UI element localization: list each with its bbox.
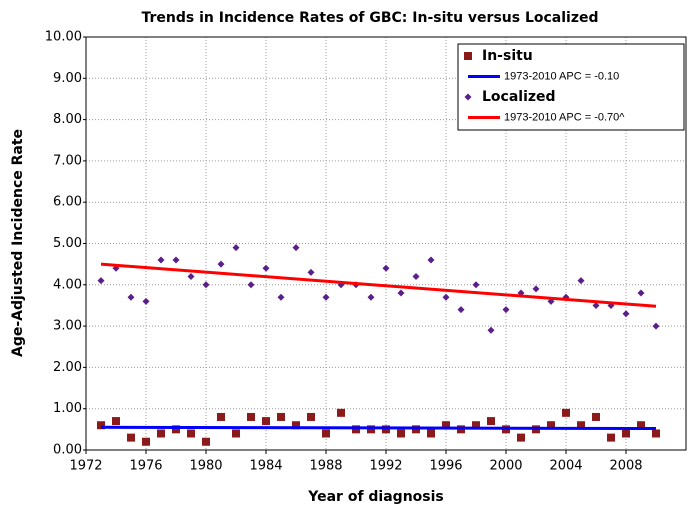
diamond-marker bbox=[367, 293, 375, 301]
x-axis-label: Year of diagnosis bbox=[307, 489, 444, 505]
diamond-marker bbox=[247, 281, 255, 289]
diamond-marker bbox=[427, 256, 435, 264]
diamond-marker bbox=[472, 281, 480, 289]
square-marker bbox=[232, 429, 240, 438]
square-marker bbox=[337, 408, 345, 417]
square-marker bbox=[562, 408, 570, 417]
y-tick-label: 9.00 bbox=[53, 71, 82, 86]
square-marker bbox=[472, 421, 480, 430]
diamond-marker bbox=[262, 264, 270, 272]
square-marker bbox=[127, 433, 135, 442]
y-tick-label: 3.00 bbox=[53, 319, 82, 334]
y-tick-label: 7.00 bbox=[53, 153, 82, 168]
square-marker bbox=[247, 412, 255, 421]
diamond-marker bbox=[187, 273, 195, 281]
y-tick-label: 1.00 bbox=[53, 401, 82, 416]
x-tick-label: 1992 bbox=[369, 459, 402, 474]
x-tick-label: 1980 bbox=[189, 459, 222, 474]
diamond-marker bbox=[172, 256, 180, 264]
diamond-marker bbox=[277, 293, 285, 301]
square-marker bbox=[277, 412, 285, 421]
square-marker bbox=[187, 429, 195, 438]
x-tick-label: 2008 bbox=[609, 459, 642, 474]
diamond-marker bbox=[157, 256, 165, 264]
y-tick-label: 5.00 bbox=[53, 236, 82, 251]
diamond-marker bbox=[487, 326, 495, 334]
y-tick-label: 6.00 bbox=[53, 195, 82, 210]
square-marker bbox=[442, 421, 450, 430]
x-tick-label: 1988 bbox=[309, 459, 342, 474]
square-marker bbox=[112, 417, 120, 426]
diamond-marker bbox=[397, 289, 405, 297]
diamond-marker bbox=[622, 310, 630, 318]
legend: In-situ 1973-2010 APC = -0.10 Localized 197… bbox=[457, 43, 685, 131]
diamond-marker bbox=[442, 293, 450, 301]
diamond-marker bbox=[592, 301, 600, 309]
y-tick-label: 10.00 bbox=[45, 30, 82, 45]
diamond-marker bbox=[142, 297, 150, 305]
x-tick-label: 1996 bbox=[429, 459, 462, 474]
square-marker bbox=[577, 421, 585, 430]
square-marker bbox=[607, 433, 615, 442]
square-marker bbox=[622, 429, 630, 438]
square-marker bbox=[262, 417, 270, 426]
square-marker bbox=[157, 429, 165, 438]
x-tick-label: 1972 bbox=[69, 459, 102, 474]
diamond-marker bbox=[382, 264, 390, 272]
diamond-marker bbox=[502, 306, 510, 314]
square-marker bbox=[202, 437, 210, 446]
diamond-marker bbox=[532, 285, 540, 293]
x-tick-label: 1976 bbox=[129, 459, 162, 474]
y-axis-label: Age-Adjusted Incidence Rate bbox=[10, 129, 26, 357]
x-tick-label: 2000 bbox=[489, 459, 522, 474]
square-marker bbox=[307, 412, 315, 421]
square-marker bbox=[487, 417, 495, 426]
square-marker bbox=[142, 437, 150, 446]
diamond-marker bbox=[127, 293, 135, 301]
diamond-marker bbox=[652, 322, 660, 330]
legend-label: 1973-2010 APC = -0.70^ bbox=[504, 111, 625, 123]
chart-title: Trends in Incidence Rates of GBC: In-sit… bbox=[141, 10, 598, 26]
square-marker bbox=[427, 429, 435, 438]
plot-border bbox=[85, 36, 687, 451]
diamond-marker bbox=[412, 273, 420, 281]
square-marker bbox=[292, 421, 300, 430]
legend-label: 1973-2010 APC = -0.10 bbox=[504, 70, 619, 82]
square-marker bbox=[97, 421, 105, 430]
trend-line bbox=[100, 262, 657, 308]
square-marker bbox=[397, 429, 405, 438]
legend-box bbox=[457, 43, 685, 131]
y-tick-label: 4.00 bbox=[53, 277, 82, 292]
diamond-marker bbox=[202, 281, 210, 289]
y-tick-label: 2.00 bbox=[53, 360, 82, 375]
diamond-marker bbox=[457, 306, 465, 314]
square-marker bbox=[652, 429, 660, 438]
trend-line bbox=[100, 425, 657, 431]
legend-marker bbox=[464, 52, 472, 60]
y-tick-label: 8.00 bbox=[53, 112, 82, 127]
square-marker bbox=[637, 421, 645, 430]
square-marker bbox=[547, 421, 555, 430]
diamond-marker bbox=[307, 268, 315, 276]
diamond-marker bbox=[577, 277, 585, 285]
y-tick-label: 0.00 bbox=[53, 443, 82, 458]
diamond-marker bbox=[97, 277, 105, 285]
legend-marker bbox=[464, 93, 472, 101]
square-marker bbox=[322, 429, 330, 438]
diamond-marker bbox=[322, 293, 330, 301]
square-marker bbox=[592, 412, 600, 421]
x-tick-label: 1984 bbox=[249, 459, 282, 474]
diamond-marker bbox=[232, 244, 240, 252]
legend-label: In-situ bbox=[482, 48, 533, 64]
square-marker bbox=[217, 412, 225, 421]
diamond-marker bbox=[637, 289, 645, 297]
diamond-marker bbox=[217, 260, 225, 268]
square-marker bbox=[517, 433, 525, 442]
diamond-marker bbox=[292, 244, 300, 252]
legend-label: Localized bbox=[482, 89, 556, 105]
x-tick-label: 2004 bbox=[549, 459, 582, 474]
square-marker bbox=[172, 425, 180, 434]
